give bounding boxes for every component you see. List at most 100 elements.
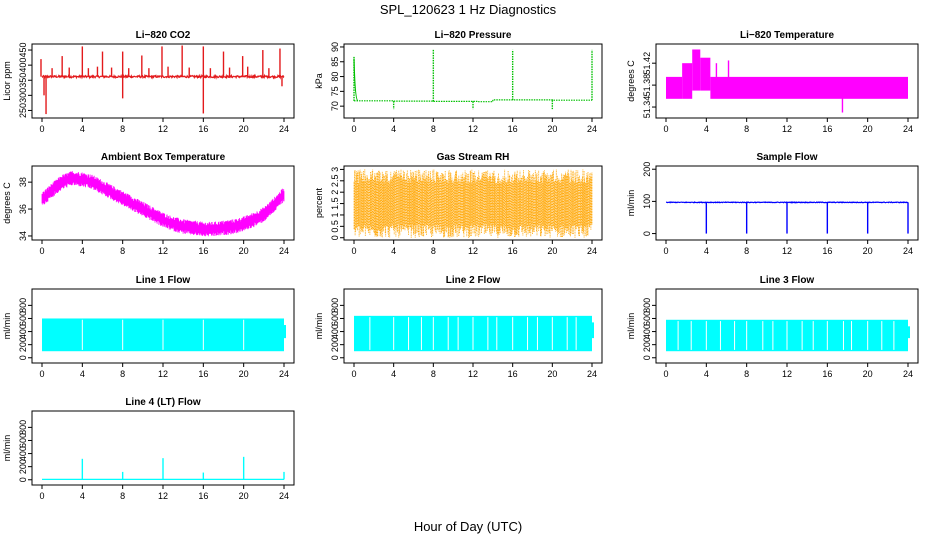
panel-title: Ambient Box Temperature — [101, 152, 226, 163]
panel-title: Line 2 Flow — [446, 275, 501, 286]
panel-title: Li−820 Temperature — [740, 30, 834, 41]
chart-panel: Line 4 (LT) Flow 0 4 8 12 16 20 24 0 200400600800… — [2, 397, 295, 501]
x-tick-label: 4 — [391, 124, 396, 134]
y-tick-label: 400 — [18, 446, 28, 461]
y-tick-label: 200 — [642, 162, 652, 177]
x-tick-label: 24 — [903, 246, 913, 256]
x-tick-label: 8 — [744, 246, 749, 256]
y-axis-label: percent — [314, 187, 324, 218]
data-series — [42, 318, 287, 352]
y-axis-label: ml/min — [2, 313, 12, 340]
series-band — [666, 76, 683, 99]
panel-title: Line 1 Flow — [136, 275, 191, 286]
x-tick-label: 0 — [663, 246, 668, 256]
figure-title: SPL_120623 1 Hz Diagnostics — [380, 2, 557, 17]
series-band — [682, 63, 693, 99]
x-tick-label: 24 — [903, 369, 913, 379]
y-axis-label: Licor ppm — [2, 61, 12, 101]
y-tick-label: 300 — [18, 88, 28, 103]
x-tick-label: 12 — [158, 491, 168, 501]
y-tick-label: 250 — [18, 103, 28, 118]
x-tick-label: 12 — [468, 369, 478, 379]
y-tick-label: 51.42 — [642, 52, 652, 75]
x-tick-label: 0 — [663, 369, 668, 379]
x-tick-label: 12 — [468, 124, 478, 134]
series-band — [700, 57, 711, 91]
x-tick-label: 20 — [239, 369, 249, 379]
x-tick-label: 8 — [744, 124, 749, 134]
data-series — [666, 49, 908, 113]
panel-title: Li−820 Pressure — [435, 30, 512, 41]
x-tick-label: 20 — [239, 491, 249, 501]
y-tick-label: 800 — [642, 298, 652, 313]
chart-panel: Gas Stream RH 0 4 8 12 16 20 24 0 0.5 1 1.5 2 2.5 3 per… — [314, 152, 603, 256]
series-line — [41, 73, 285, 80]
x-tick-label: 16 — [822, 124, 832, 134]
x-tick-label: 8 — [120, 246, 125, 256]
y-tick-label: 36 — [18, 204, 28, 214]
y-axis-label: ml/min — [626, 313, 636, 340]
data-series — [353, 49, 593, 110]
x-tick-label: 16 — [198, 491, 208, 501]
y-tick-label: 70 — [330, 101, 340, 111]
x-tick-label: 20 — [547, 246, 557, 256]
chart-panel: Li−820 Temperature 0 4 8 12 16 20 24 51.3451.385… — [626, 30, 919, 134]
y-tick-label: 600 — [330, 311, 340, 326]
x-tick-label: 24 — [587, 246, 597, 256]
x-tick-label: 12 — [782, 369, 792, 379]
x-axis-title: Hour of Day (UTC) — [414, 519, 522, 534]
y-tick-label: 400 — [642, 324, 652, 339]
y-tick-label: 0 — [642, 231, 652, 236]
x-tick-label: 16 — [508, 369, 518, 379]
series-line — [354, 99, 592, 103]
y-tick-label: 100 — [642, 194, 652, 209]
y-axis-label: ml/min — [626, 190, 636, 217]
x-tick-label: 16 — [822, 246, 832, 256]
y-tick-label: 75 — [330, 86, 340, 96]
x-tick-label: 4 — [80, 369, 85, 379]
y-tick-label: 3 — [330, 167, 340, 172]
panel-title: Line 4 (LT) Flow — [125, 397, 201, 408]
panel-title: Line 3 Flow — [760, 275, 815, 286]
x-tick-label: 0 — [39, 491, 44, 501]
x-tick-label: 4 — [704, 369, 709, 379]
x-tick-label: 8 — [120, 124, 125, 134]
y-tick-label: 200 — [18, 459, 28, 474]
x-tick-label: 16 — [508, 124, 518, 134]
y-tick-label: 1 — [330, 212, 340, 217]
x-tick-label: 0 — [39, 246, 44, 256]
data-series — [353, 169, 593, 238]
x-tick-label: 8 — [431, 246, 436, 256]
x-tick-label: 12 — [158, 369, 168, 379]
y-tick-label: 400 — [18, 58, 28, 73]
y-tick-label: 51.38 — [642, 74, 652, 97]
x-tick-label: 4 — [80, 246, 85, 256]
y-tick-label: 400 — [330, 324, 340, 339]
x-tick-label: 24 — [279, 369, 289, 379]
x-tick-label: 20 — [863, 246, 873, 256]
x-tick-label: 12 — [782, 124, 792, 134]
y-tick-label: 200 — [642, 337, 652, 352]
y-tick-label: 80 — [330, 72, 340, 82]
x-tick-label: 24 — [903, 124, 913, 134]
y-tick-label: 85 — [330, 57, 340, 67]
y-tick-label: 600 — [18, 311, 28, 326]
x-tick-label: 20 — [239, 246, 249, 256]
x-tick-label: 4 — [704, 124, 709, 134]
x-tick-label: 16 — [822, 369, 832, 379]
x-tick-label: 12 — [158, 124, 168, 134]
x-tick-label: 24 — [279, 491, 289, 501]
x-tick-label: 4 — [80, 491, 85, 501]
y-tick-label: 600 — [18, 433, 28, 448]
x-tick-label: 4 — [391, 246, 396, 256]
y-tick-label: 0 — [18, 477, 28, 482]
panel-title: Sample Flow — [756, 152, 817, 163]
y-tick-label: 350 — [18, 73, 28, 88]
y-tick-label: 0.5 — [330, 220, 340, 233]
x-tick-label: 0 — [663, 124, 668, 134]
data-series — [666, 319, 911, 352]
y-tick-label: 200 — [330, 337, 340, 352]
y-tick-label: 800 — [330, 298, 340, 313]
